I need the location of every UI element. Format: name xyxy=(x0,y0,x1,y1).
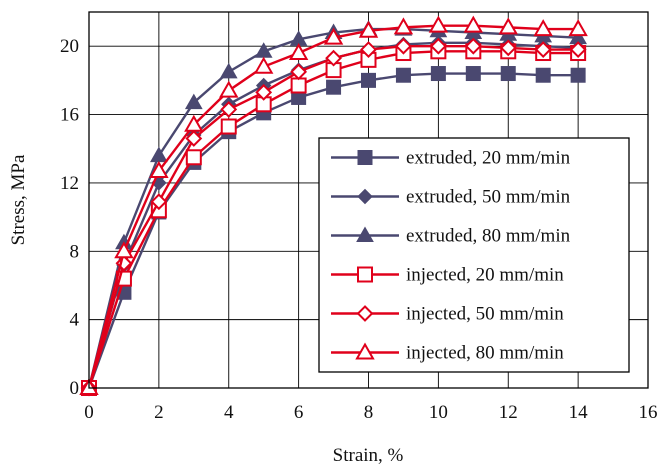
data-point xyxy=(568,19,588,37)
data-point xyxy=(533,19,553,37)
data-point xyxy=(325,49,342,67)
data-point xyxy=(255,83,273,101)
data-point xyxy=(185,149,202,166)
data-point xyxy=(393,17,414,35)
legend-label: extruded, 20 mm/min xyxy=(406,148,571,169)
data-point xyxy=(290,77,307,94)
legend-marker xyxy=(355,342,375,360)
plot-frame xyxy=(88,11,649,389)
x-tick-label: 10 xyxy=(429,402,448,423)
data-point xyxy=(499,39,517,57)
data-point xyxy=(326,79,342,95)
x-tick-label: 12 xyxy=(499,402,518,423)
data-point xyxy=(464,37,482,55)
legend-label: extruded, 80 mm/min xyxy=(406,226,571,247)
legend-item: injected, 80 mm/min xyxy=(331,342,564,364)
data-point xyxy=(220,118,237,135)
legend-item: injected, 20 mm/min xyxy=(331,265,564,286)
x-tick-label: 6 xyxy=(294,402,304,423)
series-5 xyxy=(80,37,587,397)
legend-item: extruded, 20 mm/min xyxy=(331,148,571,169)
legend-label: injected, 80 mm/min xyxy=(406,343,564,364)
data-point xyxy=(360,41,377,59)
y-tick-label: 8 xyxy=(70,241,80,262)
y-tick-label: 12 xyxy=(60,173,79,194)
data-point xyxy=(290,63,308,81)
data-point xyxy=(498,17,518,35)
data-point xyxy=(428,15,449,33)
legend-marker xyxy=(357,188,373,205)
data-point xyxy=(219,80,239,98)
x-tick-label: 4 xyxy=(224,402,234,423)
data-point xyxy=(184,114,204,132)
x-axis-label: Strain, % xyxy=(333,445,404,466)
legend-label: injected, 20 mm/min xyxy=(406,265,564,286)
legend-marker xyxy=(356,226,374,242)
data-point xyxy=(569,41,587,59)
data-point xyxy=(430,66,446,82)
data-point xyxy=(253,56,274,74)
data-point xyxy=(500,66,516,82)
legend-marker xyxy=(357,150,373,165)
y-tick-label: 4 xyxy=(70,310,80,331)
data-point xyxy=(323,27,344,45)
x-tick-label: 16 xyxy=(639,402,658,423)
legend-label: injected, 50 mm/min xyxy=(406,304,564,325)
data-point xyxy=(395,67,411,83)
legend: extruded, 20 mm/min extruded, 50 mm/min ex… xyxy=(318,137,630,373)
data-point xyxy=(570,67,586,83)
y-tick-label: 16 xyxy=(60,105,79,126)
tick-labels: 0 2 4 6 8 10 12 14 16 0 4 8 12 16 20 xyxy=(60,36,658,423)
legend-item: injected, 50 mm/min xyxy=(331,304,564,325)
data-point xyxy=(358,20,379,38)
data-point xyxy=(114,241,134,259)
legend-marker xyxy=(357,266,373,283)
data-point xyxy=(220,101,238,118)
data-point xyxy=(184,93,203,110)
x-tick-label: 2 xyxy=(154,402,164,423)
data-point xyxy=(150,193,168,211)
y-axis-label: Stress, MPa xyxy=(8,154,29,245)
y-tick-label: 0 xyxy=(70,378,80,399)
legend-marker xyxy=(356,305,374,322)
data-point xyxy=(465,66,481,82)
data-point xyxy=(185,130,203,147)
series-6 xyxy=(79,15,588,395)
legend-item: extruded, 80 mm/min xyxy=(331,226,571,247)
x-tick-label: 14 xyxy=(569,402,589,423)
legend-box xyxy=(318,137,630,373)
data-point xyxy=(429,37,447,55)
data-point xyxy=(150,146,168,163)
data-point xyxy=(219,62,238,79)
data-point xyxy=(395,37,412,55)
legend-label: extruded, 50 mm/min xyxy=(406,187,571,208)
x-tick-label: 0 xyxy=(84,402,94,423)
series-group xyxy=(79,15,588,397)
y-tick-label: 20 xyxy=(60,36,79,57)
data-point xyxy=(149,160,169,178)
x-tick-label: 8 xyxy=(364,402,374,423)
data-point xyxy=(534,41,552,59)
data-point xyxy=(288,43,309,61)
data-point xyxy=(463,15,484,33)
data-point xyxy=(361,72,376,88)
legend-item: extruded, 50 mm/min xyxy=(331,187,571,208)
data-point xyxy=(535,67,551,83)
